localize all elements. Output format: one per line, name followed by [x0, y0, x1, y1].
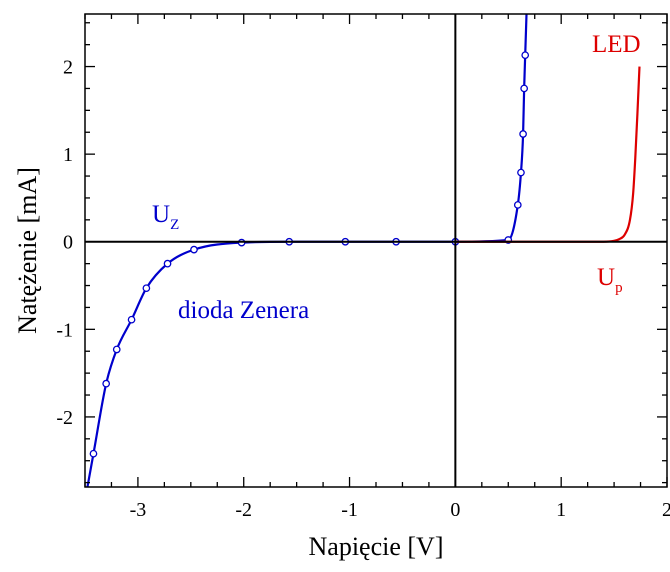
- data-point: [519, 130, 527, 138]
- annotation-up-main: U: [597, 264, 615, 291]
- data-point: [89, 449, 98, 458]
- data-point: [163, 259, 172, 268]
- x-tick-label: -1: [341, 499, 358, 521]
- series-layer: [86, 14, 641, 487]
- series-line-0: [86, 14, 528, 487]
- x-tick-label: 1: [556, 499, 566, 521]
- data-point: [127, 315, 136, 324]
- y-tick-label: 2: [63, 57, 73, 79]
- data-point: [517, 168, 525, 177]
- x-tick-label: -3: [130, 499, 147, 521]
- annotation-uz: UZ: [152, 201, 179, 233]
- x-tick-label: -2: [235, 499, 252, 521]
- y-tick-label: -1: [56, 319, 73, 341]
- data-point: [112, 345, 121, 354]
- y-tick-label: 1: [63, 144, 73, 166]
- plot-frame: [84, 13, 668, 488]
- data-point: [142, 284, 151, 293]
- x-axis-label: Napięcie [V]: [309, 532, 444, 561]
- y-tick-label: -2: [56, 407, 73, 429]
- data-point: [102, 379, 111, 388]
- y-axis-label: Natężenie [mA]: [13, 167, 42, 334]
- data-point: [520, 84, 528, 93]
- y-tick-label: 0: [63, 232, 73, 254]
- annotation-zener-diode: dioda Zenera: [178, 297, 309, 324]
- data-point: [190, 245, 198, 254]
- annotation-uz-sub: Z: [170, 217, 179, 233]
- data-point: [513, 201, 522, 209]
- x-tick-label: 0: [450, 499, 460, 521]
- annotation-uz-main: U: [152, 201, 170, 228]
- annotation-up: Up: [597, 264, 623, 296]
- axes-layer: -3 -2 -1 0 1 2 -2 -1 0 1 2: [56, 14, 670, 521]
- annotation-led: LED: [592, 31, 641, 58]
- data-point: [521, 51, 530, 60]
- x-tick-label: 2: [662, 499, 670, 521]
- series-line-1: [455, 66, 641, 243]
- annotation-up-sub: p: [615, 280, 623, 296]
